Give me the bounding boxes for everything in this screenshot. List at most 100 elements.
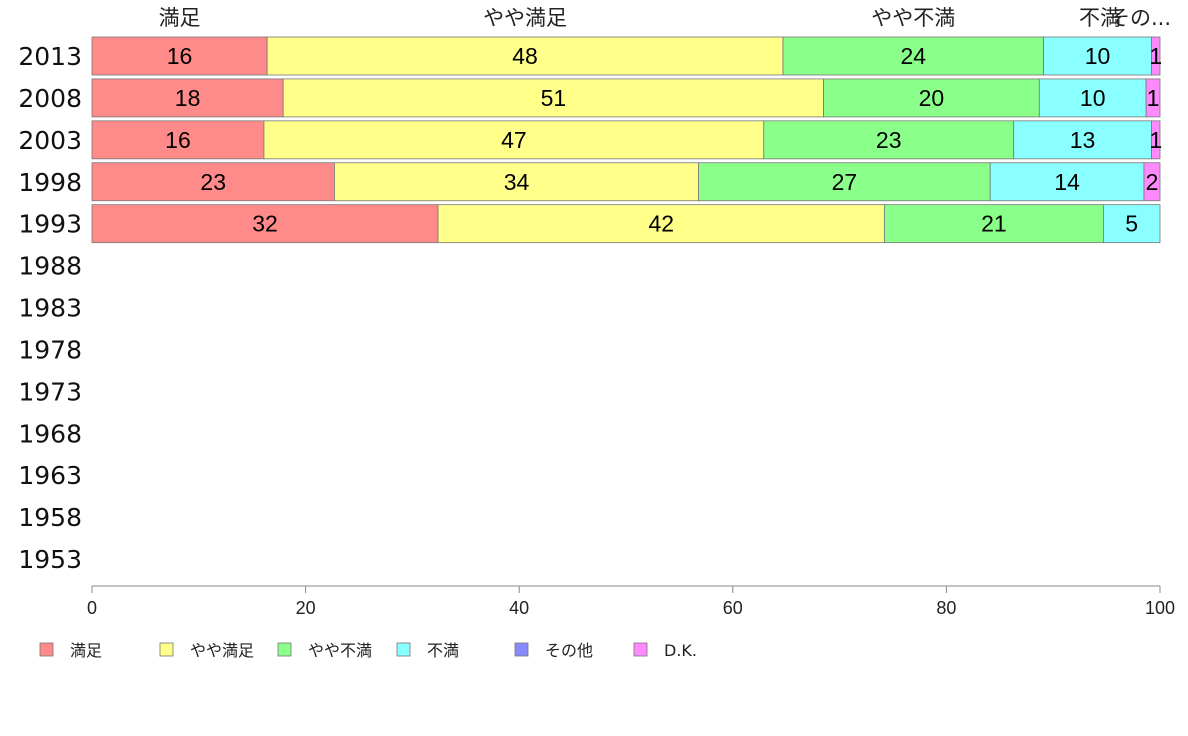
legend-swatch-4 xyxy=(514,642,529,657)
top-label-3: 不満 xyxy=(1079,6,1121,30)
category-header-labels: 満足 やや満足 やや不満 不満その... xyxy=(159,6,1171,30)
data-label-2013-不満: 10 xyxy=(1085,43,1111,69)
data-label-1998-やや不満: 27 xyxy=(832,169,858,195)
legend-swatch-2 xyxy=(277,642,292,657)
year-label-1963: 1963 xyxy=(18,461,82,490)
bar-segment-1993-やや不満 xyxy=(884,204,1104,244)
bar-segment-1998-満足 xyxy=(91,162,335,202)
bar-segment-2013-やや不満 xyxy=(782,36,1044,76)
year-label-1993: 1993 xyxy=(18,210,82,239)
data-label-2013-やや不満: 24 xyxy=(900,43,926,69)
data-label-2003-D.K.: 1 xyxy=(1149,127,1162,153)
bar-row-1998: 23 34 27 14 2 xyxy=(91,162,1161,202)
top-label-1: やや満足 xyxy=(483,6,567,30)
bar-row-2013: 16 48 24 10 1 xyxy=(91,36,1162,76)
data-label-1993-不満: 5 xyxy=(1125,211,1138,237)
year-label-1953: 1953 xyxy=(18,545,82,574)
bar-segment-2008-D.K. xyxy=(1145,78,1161,118)
bar-segment-1998-D.K. xyxy=(1143,162,1161,202)
data-label-1993-やや不満: 21 xyxy=(981,211,1007,237)
year-label-1973: 1973 xyxy=(18,377,82,406)
legend-item-2: やや不満 xyxy=(277,641,372,660)
bar-row-2003: 16 47 23 13 1 xyxy=(91,120,1162,160)
data-label-2013-D.K.: 1 xyxy=(1149,43,1162,69)
data-label-2008-やや満足: 51 xyxy=(541,85,567,111)
bar-segment-1998-不満 xyxy=(989,162,1145,202)
data-label-2013-満足: 16 xyxy=(167,43,193,69)
year-label-2013: 2013 xyxy=(18,42,82,71)
bar-segment-2013-やや満足 xyxy=(266,36,784,76)
data-label-1998-D.K.: 2 xyxy=(1146,169,1159,195)
legend-label-2: やや不満 xyxy=(308,641,372,660)
year-label-1983: 1983 xyxy=(18,294,82,323)
bar-segment-1998-やや満足 xyxy=(334,162,700,202)
x-tick-label-60: 60 xyxy=(723,598,743,618)
bar-segment-2013-D.K. xyxy=(1151,36,1161,76)
legend-label-0: 満足 xyxy=(70,641,102,660)
x-tick-label-0: 0 xyxy=(87,598,97,618)
bar-segment-2008-やや不満 xyxy=(823,78,1040,118)
year-label-1998: 1998 xyxy=(18,168,82,197)
data-label-1998-満足: 23 xyxy=(200,169,226,195)
bar-segment-2003-やや不満 xyxy=(763,120,1015,160)
legend-item-0: 満足 xyxy=(39,641,102,660)
legend-item-3: 不満 xyxy=(396,641,459,660)
data-label-1998-やや満足: 34 xyxy=(504,169,530,195)
data-label-2003-やや満足: 47 xyxy=(501,127,527,153)
x-tick-label-40: 40 xyxy=(509,598,529,618)
bar-row-1993: 32 42 21 5 xyxy=(91,204,1161,244)
legend-item-4: その他 xyxy=(514,641,593,660)
bar-segment-1993-やや満足 xyxy=(437,204,885,244)
top-label-2: やや不満 xyxy=(871,6,955,30)
bar-segment-2013-満足 xyxy=(91,36,268,76)
legend-item-5: D.K. xyxy=(633,641,697,660)
year-label-1968: 1968 xyxy=(18,419,82,448)
year-label-2003: 2003 xyxy=(18,126,82,155)
bar-segment-1993-満足 xyxy=(91,204,439,244)
bar-segment-2008-不満 xyxy=(1038,78,1147,118)
data-label-2008-満足: 18 xyxy=(175,85,201,111)
year-label-1958: 1958 xyxy=(18,503,82,532)
data-label-2008-不満: 10 xyxy=(1080,85,1106,111)
bar-segment-2003-不満 xyxy=(1013,120,1152,160)
legend-swatch-5 xyxy=(633,642,648,657)
bar-segment-1993-不満 xyxy=(1102,204,1161,244)
data-label-1993-満足: 32 xyxy=(252,211,278,237)
legend-label-4: その他 xyxy=(545,641,593,660)
bar-row-2008: 18 51 20 10 1 xyxy=(91,78,1161,118)
x-tick-label-20: 20 xyxy=(296,598,316,618)
bar-segment-1998-やや不満 xyxy=(698,162,991,202)
x-tick-label-100: 100 xyxy=(1145,598,1175,618)
bar-segment-2008-満足 xyxy=(91,78,284,118)
data-label-2003-やや不満: 23 xyxy=(876,127,902,153)
data-label-1993-やや満足: 42 xyxy=(648,211,674,237)
bar-segment-2008-やや満足 xyxy=(282,78,824,118)
bar-rows: 16 48 24 10 1 18 51 20 10 1 16 47 23 13 1 23 34 27 14 2 32 42… xyxy=(91,36,1162,244)
data-label-1998-不満: 14 xyxy=(1054,169,1080,195)
bar-segment-2003-やや満足 xyxy=(263,120,765,160)
bar-segment-2003-D.K. xyxy=(1151,120,1161,160)
x-tick-label-80: 80 xyxy=(936,598,956,618)
year-axis-labels: 2013 2008 2003 1998 1993 1988 1983 1978 1973 1968… xyxy=(18,42,82,574)
top-label-4: その... xyxy=(1109,6,1171,30)
legend-swatch-3 xyxy=(396,642,411,657)
bar-segment-2013-不満 xyxy=(1043,36,1152,76)
data-label-2008-D.K.: 1 xyxy=(1147,85,1160,111)
legend-label-3: 不満 xyxy=(427,641,459,660)
legend-item-1: やや満足 xyxy=(159,641,254,660)
data-label-2013-やや満足: 48 xyxy=(512,43,538,69)
x-axis: 0 20 40 60 80 100 xyxy=(87,585,1175,618)
legend-label-1: やや満足 xyxy=(190,641,254,660)
legend-swatch-1 xyxy=(159,642,174,657)
legend-label-5: D.K. xyxy=(664,641,697,660)
data-label-2008-やや不満: 20 xyxy=(919,85,945,111)
data-label-2003-満足: 16 xyxy=(165,127,191,153)
year-label-1988: 1988 xyxy=(18,252,82,281)
year-label-1978: 1978 xyxy=(18,335,82,364)
legend-swatch-0 xyxy=(39,642,54,657)
data-label-2003-不満: 13 xyxy=(1070,127,1096,153)
year-label-2008: 2008 xyxy=(18,84,82,113)
top-label-0: 満足 xyxy=(159,6,201,30)
legend: 満足 やや満足 やや不満 不満 その他 D.K. xyxy=(39,641,697,660)
